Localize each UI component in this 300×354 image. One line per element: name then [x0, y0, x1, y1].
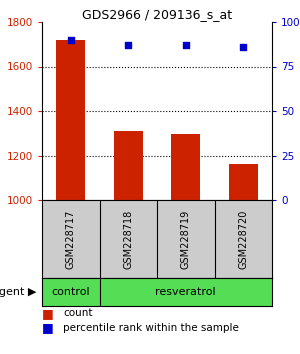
Text: GSM228718: GSM228718 — [123, 209, 133, 269]
Point — [241, 44, 246, 50]
Text: agent ▶: agent ▶ — [0, 287, 36, 297]
Text: GSM228719: GSM228719 — [181, 209, 191, 269]
Text: percentile rank within the sample: percentile rank within the sample — [63, 322, 239, 333]
Text: ■: ■ — [42, 307, 54, 320]
Point — [126, 42, 131, 48]
Point — [183, 42, 188, 48]
Text: count: count — [63, 308, 92, 319]
Text: control: control — [51, 287, 90, 297]
Bar — [114, 131, 142, 200]
Point — [68, 37, 73, 42]
Bar — [56, 40, 85, 200]
Text: GSM228717: GSM228717 — [66, 209, 76, 269]
Text: ■: ■ — [42, 321, 54, 334]
Text: resveratrol: resveratrol — [155, 287, 216, 297]
Text: GSM228720: GSM228720 — [238, 209, 248, 269]
Bar — [171, 135, 200, 200]
Bar — [229, 164, 258, 200]
Title: GDS2966 / 209136_s_at: GDS2966 / 209136_s_at — [82, 8, 232, 21]
